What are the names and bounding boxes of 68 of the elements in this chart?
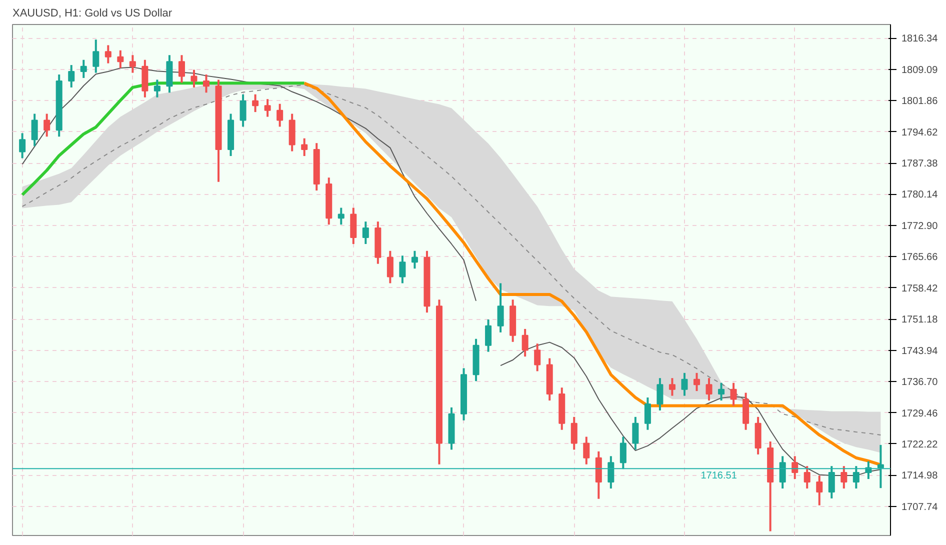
candlestick bbox=[350, 206, 357, 245]
candlestick bbox=[718, 382, 725, 402]
candlestick bbox=[656, 377, 664, 412]
candlestick bbox=[386, 250, 394, 284]
candlestick bbox=[877, 444, 884, 490]
candlestick bbox=[117, 49, 124, 70]
candlestick bbox=[129, 54, 136, 74]
candlestick bbox=[276, 102, 284, 128]
chart-title: XAUUSD, H1: Gold vs US Dollar bbox=[12, 8, 172, 20]
candlestick bbox=[706, 377, 712, 402]
candlestick bbox=[264, 98, 271, 118]
candlestick bbox=[816, 474, 823, 506]
y-tick-label: 1714.98 bbox=[902, 470, 938, 482]
candlestick bbox=[644, 396, 651, 431]
candlestick bbox=[31, 112, 38, 148]
candlestick bbox=[178, 54, 185, 84]
candlestick bbox=[693, 372, 700, 392]
candlestick bbox=[104, 44, 112, 64]
candlestick bbox=[620, 436, 626, 470]
candlestick bbox=[399, 254, 406, 284]
candlestick bbox=[301, 137, 308, 158]
y-tick-label: 1772.90 bbox=[902, 220, 938, 232]
candlestick bbox=[792, 455, 798, 480]
candlestick bbox=[338, 206, 344, 226]
candlestick bbox=[497, 282, 504, 334]
candlestick bbox=[632, 416, 639, 451]
y-tick-label: 1765.66 bbox=[902, 252, 938, 264]
candlestick bbox=[190, 68, 198, 88]
candlestick bbox=[608, 455, 614, 490]
candlestick bbox=[92, 38, 100, 74]
y-tick-label: 1758.42 bbox=[902, 283, 938, 294]
candlestick bbox=[362, 220, 369, 245]
y-tick-label: 1809.09 bbox=[902, 64, 938, 76]
candlestick bbox=[522, 328, 528, 358]
candlestick bbox=[411, 250, 418, 270]
y-tick-label: 1816.34 bbox=[902, 34, 938, 45]
y-tick-label: 1787.38 bbox=[902, 158, 938, 170]
candlestick bbox=[840, 465, 848, 490]
candlestick bbox=[19, 132, 26, 160]
candlestick bbox=[68, 64, 75, 88]
candlestick bbox=[681, 372, 688, 397]
y-tick-label: 1722.22 bbox=[902, 439, 938, 450]
y-tick-label: 1751.18 bbox=[902, 314, 938, 326]
candlestick bbox=[202, 74, 210, 94]
candlestick bbox=[240, 93, 246, 128]
candlestick bbox=[252, 93, 259, 114]
y-tick-label: 1707.74 bbox=[902, 502, 938, 513]
candlestick bbox=[570, 416, 578, 451]
candlestick bbox=[730, 382, 737, 407]
y-tick-label: 1736.70 bbox=[902, 377, 938, 388]
candlestick bbox=[852, 465, 860, 490]
candlestick bbox=[828, 465, 835, 500]
candlestick bbox=[154, 78, 160, 98]
y-tick-label: 1729.46 bbox=[902, 408, 938, 420]
line-series bbox=[20, 82, 306, 196]
candlestick bbox=[668, 377, 676, 397]
candlestick bbox=[779, 455, 786, 490]
y-tick-label: 1801.86 bbox=[902, 96, 938, 108]
ref-line-label: 1716.51 bbox=[700, 470, 738, 482]
candlestick bbox=[44, 112, 50, 138]
y-tick-label: 1794.62 bbox=[902, 127, 938, 138]
candlestick bbox=[80, 58, 87, 79]
candlestick bbox=[534, 342, 541, 372]
candlestick bbox=[804, 465, 810, 490]
y-tick-label: 1780.14 bbox=[902, 190, 938, 201]
y-tick-label: 1743.94 bbox=[902, 346, 938, 357]
candlestick bbox=[485, 318, 492, 353]
candlestick bbox=[583, 436, 590, 466]
